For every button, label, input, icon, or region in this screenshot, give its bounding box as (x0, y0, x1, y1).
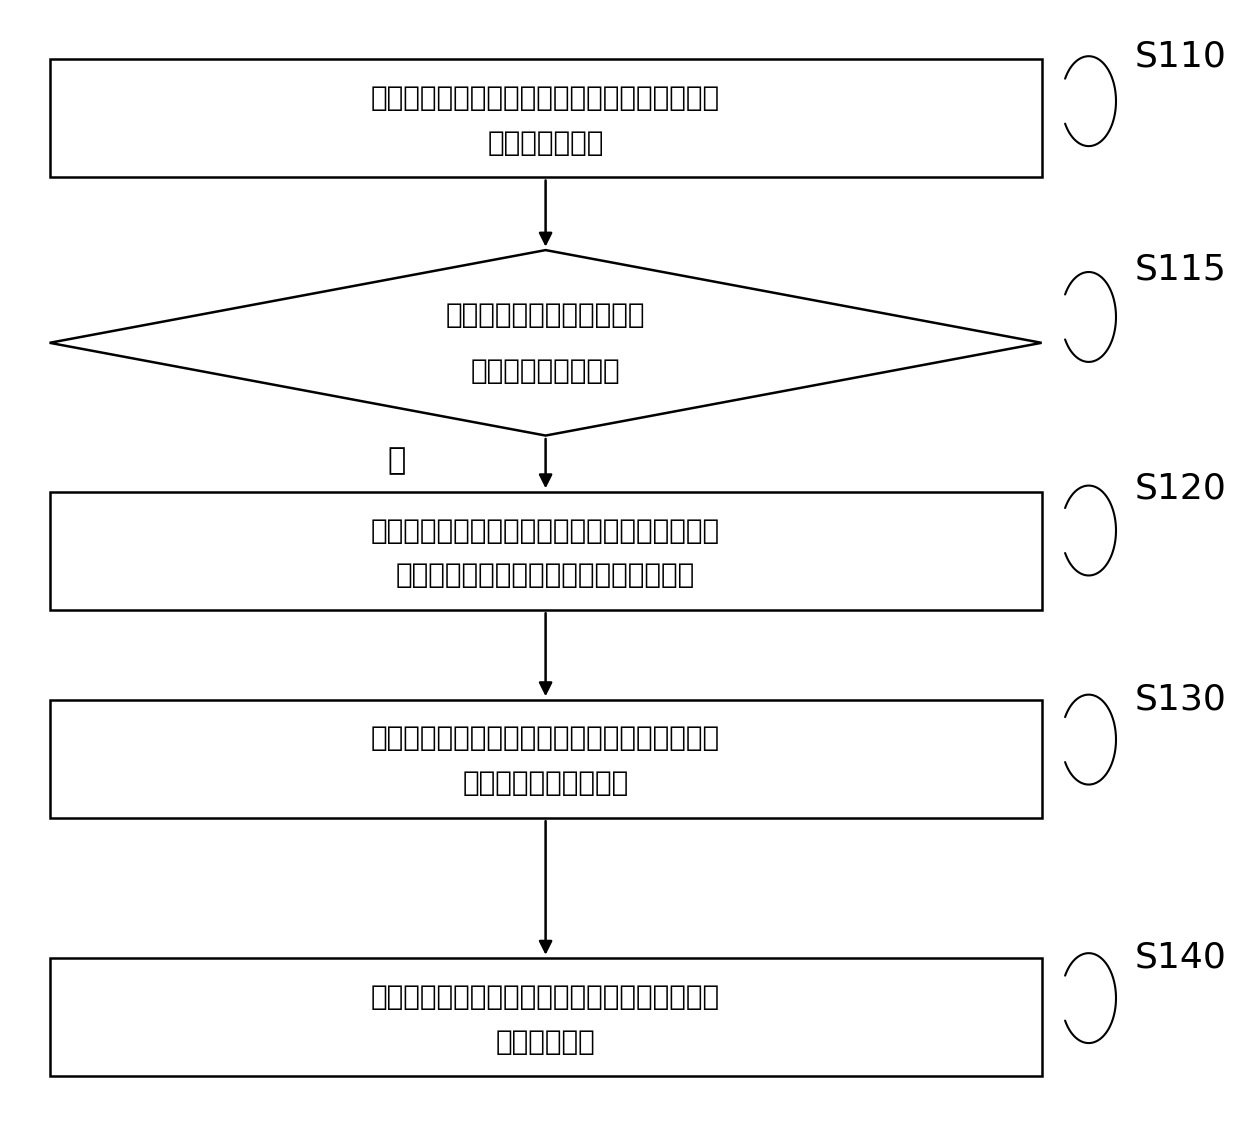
Text: S115: S115 (1135, 253, 1226, 287)
Text: S130: S130 (1135, 682, 1226, 716)
Text: 调节通话音量的模式: 调节通话音量的模式 (471, 357, 620, 384)
Text: 端的降噪麦克风: 端的降噪麦克风 (487, 129, 604, 156)
Bar (50, 492, 1042, 609)
Text: S140: S140 (1135, 941, 1226, 975)
Text: 值，并计算设定时间内的环境噪声平均值: 值，并计算设定时间内的环境噪声平均值 (396, 562, 696, 589)
Bar (50, 58, 1042, 176)
Text: 判断通话终端是否处于动态: 判断通话终端是否处于动态 (446, 301, 645, 328)
Bar (50, 699, 1042, 818)
Text: 根据预先设定的对应关系确定所述环境噪声平均: 根据预先设定的对应关系确定所述环境噪声平均 (371, 725, 720, 752)
Text: 在检测到通话终端处于通话状态后，启动通话终: 在检测到通话终端处于通话状态后，启动通话终 (371, 84, 720, 111)
Bar (50, 958, 1042, 1077)
Text: 根据所述理想通话音量自动调节所述通话终端的: 根据所述理想通话音量自动调节所述通话终端的 (371, 984, 720, 1010)
Polygon shape (50, 251, 1042, 436)
Text: 是: 是 (388, 446, 405, 475)
Text: 值对应的理想通话音量: 值对应的理想通话音量 (463, 770, 629, 797)
Text: S110: S110 (1135, 39, 1226, 73)
Text: S120: S120 (1135, 472, 1226, 506)
Text: 听筒输出音量: 听筒输出音量 (496, 1028, 595, 1055)
Text: 通过所述降噪麦克风检测设定时间内的环境噪声: 通过所述降噪麦克风检测设定时间内的环境噪声 (371, 517, 720, 544)
